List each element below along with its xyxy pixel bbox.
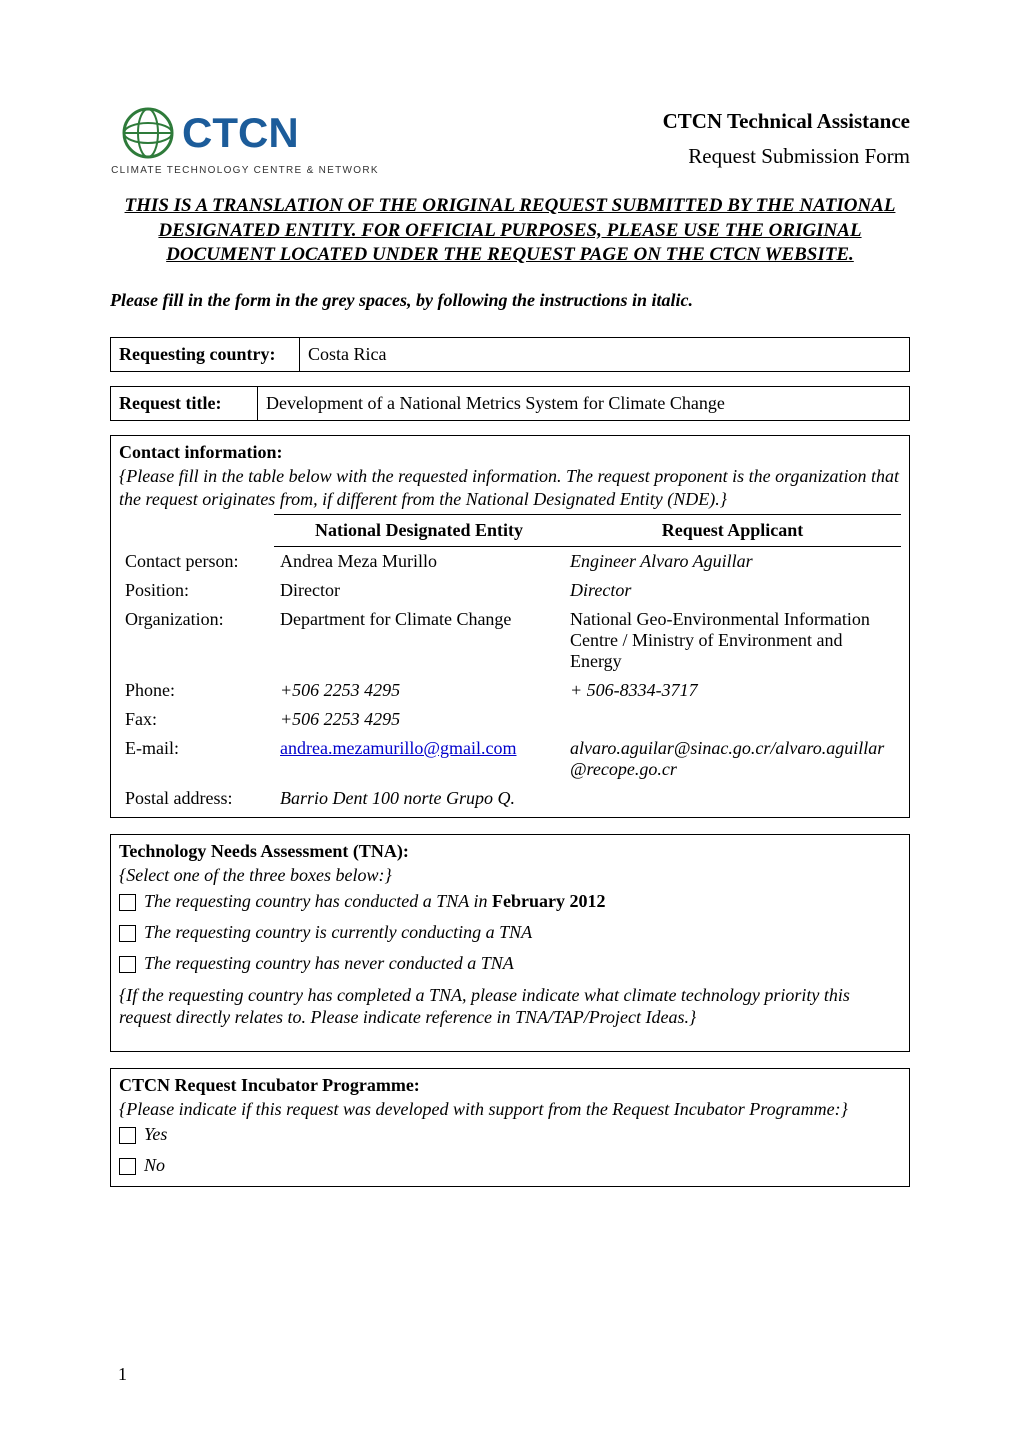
incubator-title: CTCN Request Incubator Programme: bbox=[119, 1075, 901, 1096]
empty-header bbox=[119, 515, 274, 547]
row-label-organization: Organization: bbox=[119, 605, 274, 676]
tna-option-1-pre: The requesting country has conducted a T… bbox=[144, 891, 492, 911]
tna-title: Technology Needs Assessment (TNA): bbox=[119, 841, 901, 862]
translation-note: THIS IS A TRANSLATION OF THE ORIGINAL RE… bbox=[110, 194, 910, 268]
header-subtitle: Request Submission Form bbox=[380, 144, 910, 169]
svg-text:CTCN: CTCN bbox=[182, 109, 299, 156]
table-row: Organization: Department for Climate Cha… bbox=[119, 605, 901, 676]
header-text-block: CTCN Technical Assistance Request Submis… bbox=[380, 105, 910, 169]
checkbox-icon[interactable] bbox=[119, 956, 136, 973]
app-contact-person[interactable]: Engineer Alvaro Aguillar bbox=[564, 547, 901, 577]
request-title-row: Request title: Development of a National… bbox=[110, 386, 910, 421]
header-title: CTCN Technical Assistance bbox=[380, 109, 910, 134]
checkbox-icon[interactable] bbox=[119, 894, 136, 911]
tna-box: Technology Needs Assessment (TNA): {Sele… bbox=[110, 834, 910, 1052]
table-row: E-mail: andrea.mezamurillo@gmail.com alv… bbox=[119, 734, 901, 784]
tna-instruction: {Select one of the three boxes below:} bbox=[119, 864, 901, 887]
ctcn-logo-icon: CTCN bbox=[120, 105, 370, 161]
incubator-no-text: No bbox=[144, 1155, 165, 1176]
app-fax[interactable] bbox=[564, 705, 901, 734]
row-label-phone: Phone: bbox=[119, 676, 274, 705]
row-label-position: Position: bbox=[119, 576, 274, 605]
incubator-yes[interactable]: Yes bbox=[119, 1124, 901, 1145]
page-container: CTCN CLIMATE TECHNOLOGY CENTRE & NETWORK… bbox=[0, 0, 1020, 1443]
tna-option-1[interactable]: The requesting country has conducted a T… bbox=[119, 891, 901, 912]
row-label-contact-person: Contact person: bbox=[119, 547, 274, 577]
checkbox-icon[interactable] bbox=[119, 1158, 136, 1175]
checkbox-icon[interactable] bbox=[119, 925, 136, 942]
row-label-fax: Fax: bbox=[119, 705, 274, 734]
contact-table: National Designated Entity Request Appli… bbox=[119, 514, 901, 813]
row-label-email: E-mail: bbox=[119, 734, 274, 784]
request-title-label: Request title: bbox=[111, 387, 258, 420]
nde-fax[interactable]: +506 2253 4295 bbox=[274, 705, 564, 734]
requesting-country-label: Requesting country: bbox=[111, 338, 300, 371]
page-number: 1 bbox=[118, 1364, 127, 1385]
table-header-row: National Designated Entity Request Appli… bbox=[119, 515, 901, 547]
app-position[interactable]: Director bbox=[564, 576, 901, 605]
col-header-applicant: Request Applicant bbox=[564, 515, 901, 547]
contact-title: Contact information: bbox=[119, 442, 901, 463]
nde-phone[interactable]: +506 2253 4295 bbox=[274, 676, 564, 705]
nde-postal[interactable]: Barrio Dent 100 norte Grupo Q. bbox=[274, 784, 564, 813]
checkbox-icon[interactable] bbox=[119, 1127, 136, 1144]
table-row: Position: Director Director bbox=[119, 576, 901, 605]
request-title-value[interactable]: Development of a National Metrics System… bbox=[258, 387, 909, 420]
table-row: Phone: +506 2253 4295 + 506-8334-3717 bbox=[119, 676, 901, 705]
email-link[interactable]: andrea.mezamurillo@gmail.com bbox=[280, 738, 517, 758]
app-email[interactable]: alvaro.aguilar@sinac.go.cr/alvaro.aguill… bbox=[564, 734, 901, 784]
logo-block: CTCN CLIMATE TECHNOLOGY CENTRE & NETWORK bbox=[110, 105, 380, 176]
table-row: Contact person: Andrea Meza Murillo Engi… bbox=[119, 547, 901, 577]
incubator-box: CTCN Request Incubator Programme: {Pleas… bbox=[110, 1068, 910, 1188]
tna-option-2-text: The requesting country is currently cond… bbox=[144, 922, 532, 943]
header-row: CTCN CLIMATE TECHNOLOGY CENTRE & NETWORK… bbox=[110, 105, 910, 176]
requesting-country-value[interactable]: Costa Rica bbox=[300, 338, 909, 371]
nde-contact-person[interactable]: Andrea Meza Murillo bbox=[274, 547, 564, 577]
app-phone[interactable]: + 506-8334-3717 bbox=[564, 676, 901, 705]
requesting-country-row: Requesting country: Costa Rica bbox=[110, 337, 910, 372]
col-header-nde: National Designated Entity bbox=[274, 515, 564, 547]
tna-option-3-text: The requesting country has never conduct… bbox=[144, 953, 514, 974]
contact-instruction: {Please fill in the table below with the… bbox=[119, 465, 901, 510]
tna-footer: {If the requesting country has completed… bbox=[119, 984, 901, 1029]
nde-position[interactable]: Director bbox=[274, 576, 564, 605]
incubator-no[interactable]: No bbox=[119, 1155, 901, 1176]
row-label-postal: Postal address: bbox=[119, 784, 274, 813]
tna-option-2[interactable]: The requesting country is currently cond… bbox=[119, 922, 901, 943]
table-row: Postal address: Barrio Dent 100 norte Gr… bbox=[119, 784, 901, 813]
app-organization[interactable]: National Geo-Environmental Information C… bbox=[564, 605, 901, 676]
nde-organization[interactable]: Department for Climate Change bbox=[274, 605, 564, 676]
tna-option-1-text: The requesting country has conducted a T… bbox=[144, 891, 605, 912]
logo-subtext: CLIMATE TECHNOLOGY CENTRE & NETWORK bbox=[111, 165, 379, 176]
incubator-yes-text: Yes bbox=[144, 1124, 167, 1145]
contact-box: Contact information: {Please fill in the… bbox=[110, 435, 910, 818]
tna-option-3[interactable]: The requesting country has never conduct… bbox=[119, 953, 901, 974]
fill-instruction: Please fill in the form in the grey spac… bbox=[110, 290, 910, 311]
app-postal[interactable] bbox=[564, 784, 901, 813]
tna-option-1-date: February 2012 bbox=[492, 891, 605, 911]
incubator-instruction: {Please indicate if this request was dev… bbox=[119, 1098, 901, 1121]
table-row: Fax: +506 2253 4295 bbox=[119, 705, 901, 734]
nde-email[interactable]: andrea.mezamurillo@gmail.com bbox=[274, 734, 564, 784]
